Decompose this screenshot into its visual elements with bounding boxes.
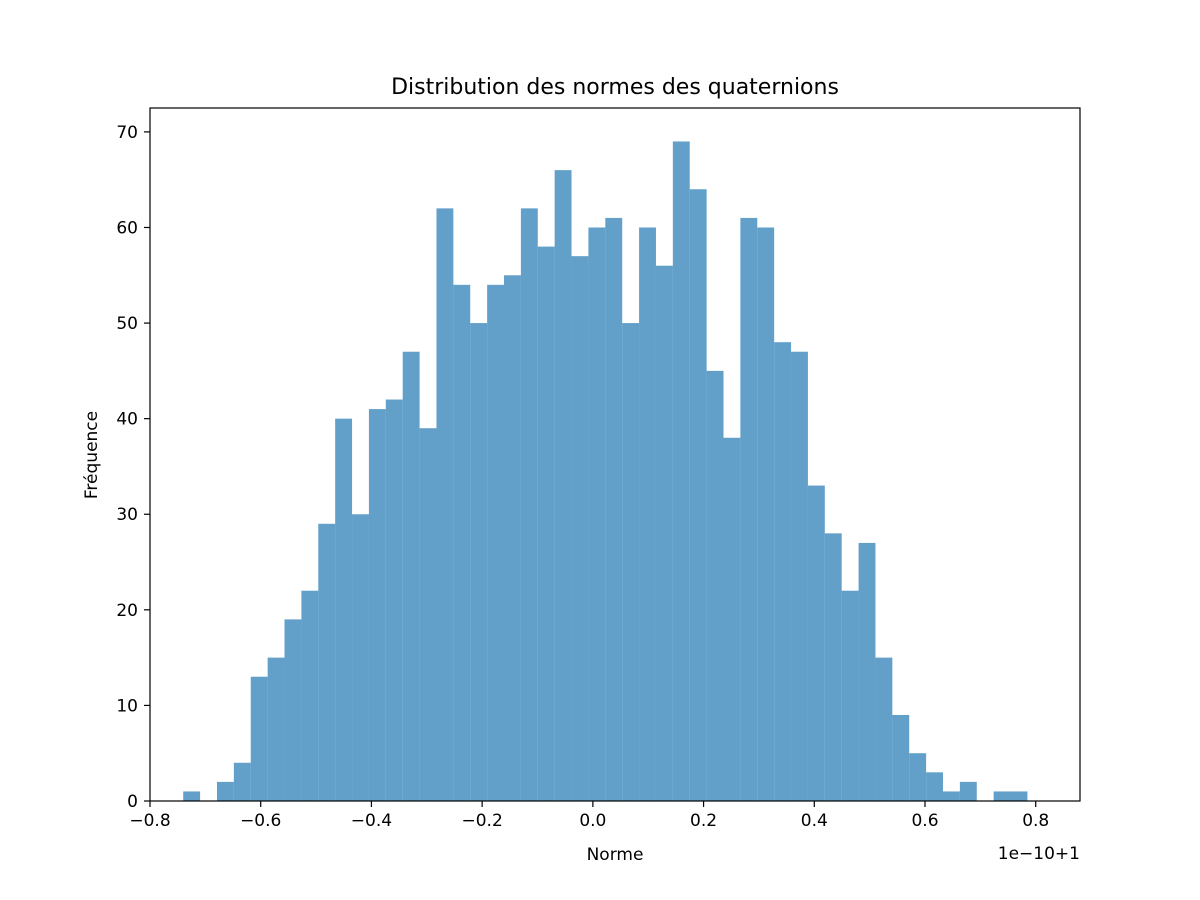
histogram-bar [368,409,386,801]
histogram-bar [605,217,623,801]
histogram-bar [942,791,960,801]
x-axis-label: Norme [587,845,644,865]
histogram-bar [250,676,268,801]
histogram-bar [672,141,690,801]
histogram-bar [892,714,910,801]
histogram-bar [655,265,673,801]
histogram-bar [858,542,876,801]
histogram-bar [774,342,792,801]
y-tick-label: 20 [116,601,138,621]
x-tick-label: 0.2 [690,811,717,831]
x-tick-label: 0.6 [911,811,938,831]
histogram-bar [301,590,319,801]
histogram-bar [453,284,471,801]
histogram-bar [639,227,656,801]
histogram-bar [706,370,724,801]
histogram-bar [284,619,302,801]
histogram-bar [267,657,285,801]
y-axis-ticks: 0 10 20 30 40 50 60 70 [116,123,150,812]
histogram-bar [588,227,606,801]
histogram-bar [571,256,589,801]
chart-title: Distribution des normes des quaternions [391,75,839,100]
histogram-bar [959,781,977,801]
histogram-bar [824,533,842,801]
histogram-bar [926,772,943,801]
x-tick-label: 0.8 [1022,811,1049,831]
histogram-bar [352,514,369,801]
y-tick-label: 30 [116,505,138,525]
bars-group [183,141,1028,802]
x-axis-offset-label: 1e−10+1 [998,844,1080,864]
histogram-bar [689,189,707,801]
histogram-bar [402,351,420,801]
histogram-bar [757,227,775,801]
histogram-bar [233,762,251,801]
x-tick-label: −0.8 [129,811,170,831]
histogram-bar [419,428,437,801]
histogram-bar [841,590,859,801]
y-tick-label: 60 [116,218,138,238]
histogram-bar [740,217,758,801]
x-tick-label: 0.0 [579,811,606,831]
histogram-bar [875,657,893,801]
histogram-bar [723,437,741,801]
histogram-bar [537,246,555,802]
histogram-bar [318,523,336,801]
y-axis-label: Fréquence [82,411,102,499]
y-tick-label: 50 [116,314,138,334]
histogram-bar [385,399,403,801]
histogram-bar [487,284,505,801]
x-axis-ticks: −0.8 −0.6 −0.4 −0.2 0.0 0.2 0.4 0.6 0.8 [129,801,1049,831]
histogram-bar [807,485,825,801]
histogram-bar [1010,791,1028,801]
histogram-bar [622,323,640,801]
y-tick-label: 0 [127,792,138,812]
histogram-bar [504,275,521,801]
x-tick-label: 0.4 [801,811,828,831]
histogram-bar [554,170,572,801]
histogram-bar [216,781,234,801]
y-tick-label: 10 [116,696,138,716]
y-tick-label: 70 [116,123,138,143]
plot-frame [149,107,1081,802]
histogram-bar [183,791,201,801]
histogram-bar [335,418,353,801]
histogram-bar [791,351,808,801]
histogram-bar [993,791,1011,801]
x-tick-label: −0.2 [462,811,503,831]
x-tick-label: −0.6 [240,811,281,831]
histogram-bar [520,208,538,801]
histogram-bar [470,323,488,801]
x-tick-label: −0.4 [351,811,392,831]
histogram-bar [909,753,927,801]
y-tick-label: 40 [116,410,138,430]
histogram-bar [436,208,454,801]
